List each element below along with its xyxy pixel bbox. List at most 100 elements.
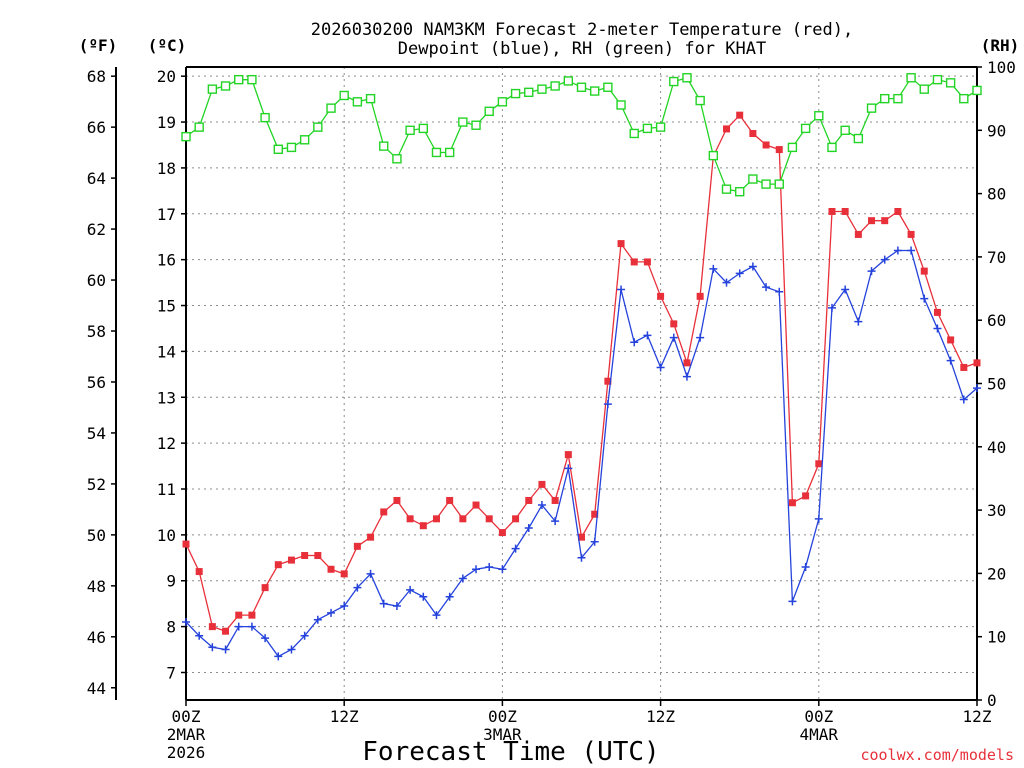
2-meter-temperature-point	[657, 292, 665, 300]
2-meter-temperature-point	[775, 146, 783, 154]
rh-point	[761, 179, 771, 189]
2-meter-temperature-point	[564, 451, 572, 459]
fahrenheit-tick-label: 64	[87, 169, 106, 188]
celsius-tick-label: 18	[157, 159, 176, 178]
2-meter-temperature-point	[208, 623, 216, 631]
dewpoint-point	[221, 645, 230, 654]
rh-point	[313, 122, 323, 132]
2-meter-temperature-point	[736, 111, 744, 119]
rh-point	[959, 93, 969, 104]
rh-point	[735, 187, 745, 197]
2-meter-temperature-point	[881, 217, 889, 225]
rh-point	[365, 93, 376, 104]
2-meter-temperature-point	[314, 552, 322, 560]
x-tick-label: 00Z	[804, 707, 833, 726]
rh-point	[497, 97, 508, 107]
2-meter-temperature-point	[182, 540, 190, 548]
rh-point	[484, 106, 494, 117]
rh-point	[352, 97, 363, 107]
fahrenheit-tick-label: 60	[87, 271, 106, 290]
2-meter-temperature-point	[868, 217, 876, 225]
2-meter-temperature-point	[828, 207, 836, 215]
rh-tick-label: 40	[987, 438, 1006, 457]
axes	[111, 66, 982, 706]
dewpoint-point	[643, 331, 652, 340]
2-meter-temperature-point	[683, 359, 691, 367]
rh-point	[379, 141, 389, 151]
celsius-tick-label: 16	[157, 251, 176, 270]
x-tick-year-label: 2026	[167, 743, 206, 762]
rh-point	[392, 154, 402, 164]
dewpoint-point	[445, 592, 454, 601]
2-meter-temperature-point	[920, 267, 928, 275]
rh-point	[655, 122, 666, 132]
credit-text: coolwx.com/models	[860, 746, 1014, 764]
celsius-tick-label: 14	[157, 342, 176, 361]
2-meter-temperature-point	[670, 320, 678, 328]
rh-point	[537, 84, 547, 94]
rh-point	[444, 147, 455, 158]
2-meter-temperature-point	[907, 230, 915, 238]
dewpoint-point	[762, 283, 771, 292]
celsius-tick-label: 9	[166, 572, 176, 591]
rh-point	[207, 84, 218, 94]
rh-point	[418, 123, 428, 134]
rh-point	[589, 86, 600, 96]
dewpoint-point	[788, 597, 797, 606]
dewpoint-point	[893, 246, 902, 255]
rh-point	[616, 100, 626, 110]
data-series	[181, 73, 982, 661]
2-meter-temperature-point	[498, 529, 506, 537]
2-meter-temperature-point	[973, 359, 981, 367]
2-meter-temperature-point	[353, 542, 361, 550]
dewpoint-point	[577, 553, 586, 562]
rh-point	[814, 111, 824, 121]
celsius-tick-label: 11	[157, 480, 176, 499]
rh-point	[550, 81, 560, 91]
rh-point	[866, 103, 877, 113]
fahrenheit-tick-label: 50	[87, 526, 106, 545]
dewpoint-point	[748, 262, 757, 271]
rh-point	[576, 82, 587, 92]
dewpoint-point	[300, 631, 309, 640]
rh-tick-label: 20	[987, 564, 1006, 583]
fahrenheit-tick-label: 52	[87, 475, 106, 494]
celsius-tick-label: 20	[157, 67, 176, 86]
rh-point	[603, 82, 613, 92]
rh-point	[893, 93, 903, 104]
dewpoint-point	[696, 333, 705, 342]
2-meter-temperature-point	[235, 611, 243, 619]
fahrenheit-unit-label: (ºF)	[79, 36, 118, 55]
rh-point	[827, 142, 837, 153]
rh-point	[682, 73, 692, 83]
dewpoint-point	[537, 501, 546, 510]
2-meter-temperature-point	[195, 568, 203, 576]
celsius-tick-label: 10	[157, 526, 176, 545]
rh-point	[458, 117, 468, 127]
2-meter-temperature-point	[749, 130, 757, 138]
2-meter-temperature-point	[538, 480, 546, 488]
2-meter-temperature-point	[815, 460, 823, 468]
celsius-tick-label: 7	[166, 663, 176, 682]
rh-unit-label: (RH)	[981, 36, 1020, 55]
2-meter-temperature-point	[485, 515, 493, 523]
dewpoint-point	[630, 338, 639, 347]
celsius-tick-label: 19	[157, 113, 176, 132]
celsius-unit-label: (ºC)	[148, 36, 187, 55]
2-meter-temperature-point	[617, 240, 625, 248]
rh-point	[695, 95, 705, 106]
rh-tick-label: 90	[987, 121, 1006, 140]
2-meter-temperature-point	[723, 125, 731, 133]
rh-point	[247, 74, 257, 85]
2-meter-temperature-point	[894, 207, 902, 215]
dewpoint-point	[340, 601, 349, 610]
dewpoint-series	[182, 246, 981, 661]
x-tick-label: 00Z	[172, 707, 201, 726]
2-meter-temperature-point	[933, 308, 941, 316]
dewpoint-point	[458, 574, 467, 583]
x-tick-label: 12Z	[330, 707, 359, 726]
dewpoint-point	[814, 514, 823, 523]
dewpoint-point	[564, 464, 573, 473]
rh-point	[774, 179, 784, 189]
